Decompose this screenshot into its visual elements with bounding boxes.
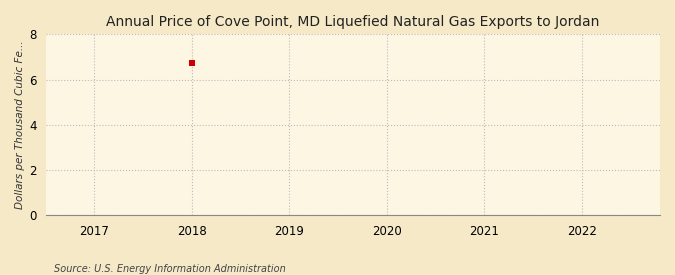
Title: Annual Price of Cove Point, MD Liquefied Natural Gas Exports to Jordan: Annual Price of Cove Point, MD Liquefied… <box>106 15 599 29</box>
Y-axis label: Dollars per Thousand Cubic Fe...: Dollars per Thousand Cubic Fe... <box>15 40 25 209</box>
Text: Source: U.S. Energy Information Administration: Source: U.S. Energy Information Administ… <box>54 264 286 274</box>
